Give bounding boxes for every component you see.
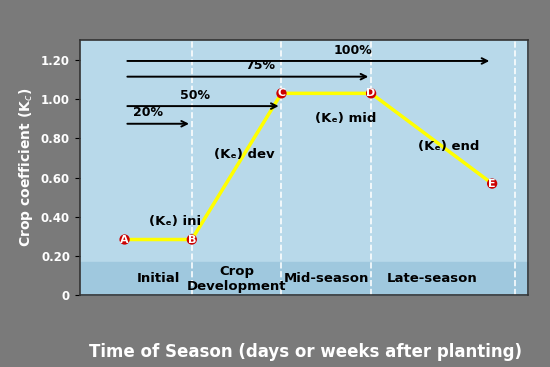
Text: Time of Season (days or weeks after planting): Time of Season (days or weeks after plan… bbox=[89, 344, 522, 361]
Text: 20%: 20% bbox=[133, 106, 163, 119]
Text: (Kₑ) end: (Kₑ) end bbox=[418, 140, 480, 153]
Text: A: A bbox=[120, 235, 129, 244]
Point bbox=[488, 181, 497, 186]
Text: (Kₑ) mid: (Kₑ) mid bbox=[315, 112, 376, 126]
Text: B: B bbox=[188, 235, 196, 244]
Text: (Kₑ) dev: (Kₑ) dev bbox=[214, 148, 275, 161]
Text: Initial: Initial bbox=[136, 272, 180, 285]
Text: C: C bbox=[277, 88, 285, 98]
Text: Late-season: Late-season bbox=[386, 272, 477, 285]
Text: E: E bbox=[488, 179, 496, 189]
Point bbox=[367, 90, 376, 96]
Text: Mid-season: Mid-season bbox=[284, 272, 369, 285]
Text: D: D bbox=[366, 88, 376, 98]
Y-axis label: Crop coefficient (K$_c$): Crop coefficient (K$_c$) bbox=[18, 88, 35, 247]
Point bbox=[277, 90, 286, 96]
Text: (Kₑ) ini: (Kₑ) ini bbox=[149, 215, 201, 228]
Text: Crop
Development: Crop Development bbox=[187, 265, 287, 293]
Text: 75%: 75% bbox=[245, 59, 275, 72]
Point bbox=[120, 237, 129, 243]
Point bbox=[188, 237, 196, 243]
Text: 50%: 50% bbox=[180, 89, 210, 102]
Text: 100%: 100% bbox=[333, 44, 372, 57]
